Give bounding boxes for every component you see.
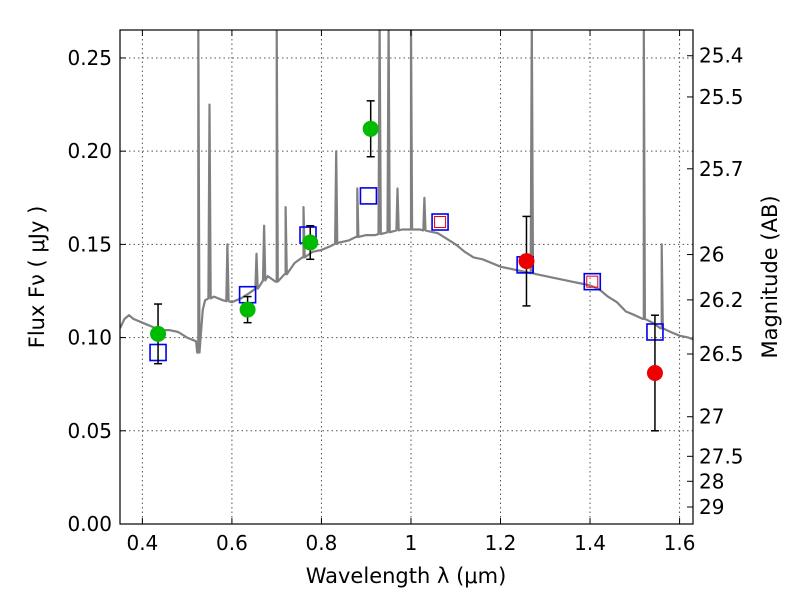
model-photometry-square [583, 272, 602, 291]
x-tick-label: 1.6 [664, 531, 696, 555]
model-spectrum-line [120, 30, 693, 354]
model-photometry-inner-square [586, 275, 599, 288]
y2-tick-label: 25.7 [699, 157, 744, 181]
y-tick-label: 0.00 [67, 512, 112, 536]
y-tick-label: 0.05 [67, 419, 112, 443]
observed-optical-point [362, 120, 379, 137]
model-photometry-square [431, 213, 449, 231]
model-photometry-inner-square [434, 216, 447, 229]
y2-tick-label: 25.5 [699, 85, 744, 109]
observed-nir-point [646, 365, 663, 382]
x-tick-label: 1.2 [485, 531, 517, 555]
y2-tick-label: 29 [699, 495, 724, 519]
y-tick-label: 0.15 [67, 232, 112, 256]
y-axis-label: Flux Fν ( μJy ) [25, 206, 49, 349]
x-tick-label: 1 [405, 531, 418, 555]
y2-tick-label: 27 [699, 405, 724, 429]
y2-tick-label: 28 [699, 469, 724, 493]
y2-tick-label: 27.5 [699, 444, 744, 468]
y2-tick-label: 26.2 [699, 288, 744, 312]
x-axis-label: Wavelength λ (μm) [306, 564, 507, 588]
observed-optical-point [302, 234, 319, 251]
x-tick-label: 0.6 [216, 531, 248, 555]
y-tick-label: 0.10 [67, 326, 112, 350]
y-tick-label: 0.20 [67, 139, 112, 163]
observed-nir-point [518, 253, 535, 270]
y2-tick-label: 26.5 [699, 342, 744, 366]
y2-axis-label: Magnitude (AB) [758, 195, 782, 358]
y-axis-ticks: 0.00 0.05 0.10 0.15 0.20 0.25 [67, 46, 126, 536]
observed-optical-point [150, 325, 167, 342]
x-tick-label: 1.4 [574, 531, 606, 555]
y2-tick-label: 25.4 [699, 44, 744, 68]
observed-optical-point [239, 301, 256, 318]
x-tick-label: 0.8 [306, 531, 338, 555]
y2-tick-label: 26 [699, 243, 724, 267]
x-axis-ticks: 0.4 0.6 0.8 1 1.2 1.4 1.6 [126, 30, 695, 555]
model-photometry-square [359, 187, 378, 205]
plot-frame [119, 29, 694, 525]
x-tick-label: 0.4 [126, 531, 158, 555]
y-tick-label: 0.25 [67, 46, 112, 70]
observed-points [150, 120, 663, 382]
